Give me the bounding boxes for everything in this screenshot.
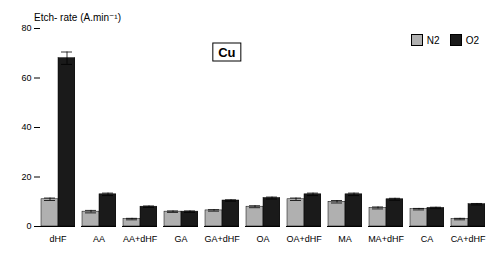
svg-text:60: 60 (21, 73, 31, 83)
svg-text:GA: GA (174, 234, 187, 244)
svg-text:40: 40 (21, 122, 31, 132)
svg-text:OA+dHF: OA+dHF (286, 234, 322, 244)
svg-text:AA+dHF: AA+dHF (123, 234, 158, 244)
svg-text:OA: OA (256, 234, 269, 244)
svg-text:GA+dHF: GA+dHF (204, 234, 240, 244)
svg-text:dHF: dHF (49, 234, 67, 244)
svg-text:CA+dHF: CA+dHF (451, 234, 486, 244)
html-text:N2: N2 (426, 34, 440, 46)
svg-text:80: 80 (21, 23, 31, 33)
svg-text:MA+dHF: MA+dHF (368, 234, 404, 244)
html-text:O2: O2 (465, 34, 479, 46)
svg-text:20: 20 (21, 172, 31, 182)
svg-text:CA: CA (421, 234, 434, 244)
svg-text:AA: AA (93, 234, 105, 244)
html-text:Etch- rate (A.min⁻¹): Etch- rate (A.min⁻¹) (34, 12, 121, 23)
html-text:Cu: Cu (218, 44, 236, 60)
svg-text:MA: MA (338, 234, 352, 244)
svg-text:0: 0 (26, 221, 31, 231)
